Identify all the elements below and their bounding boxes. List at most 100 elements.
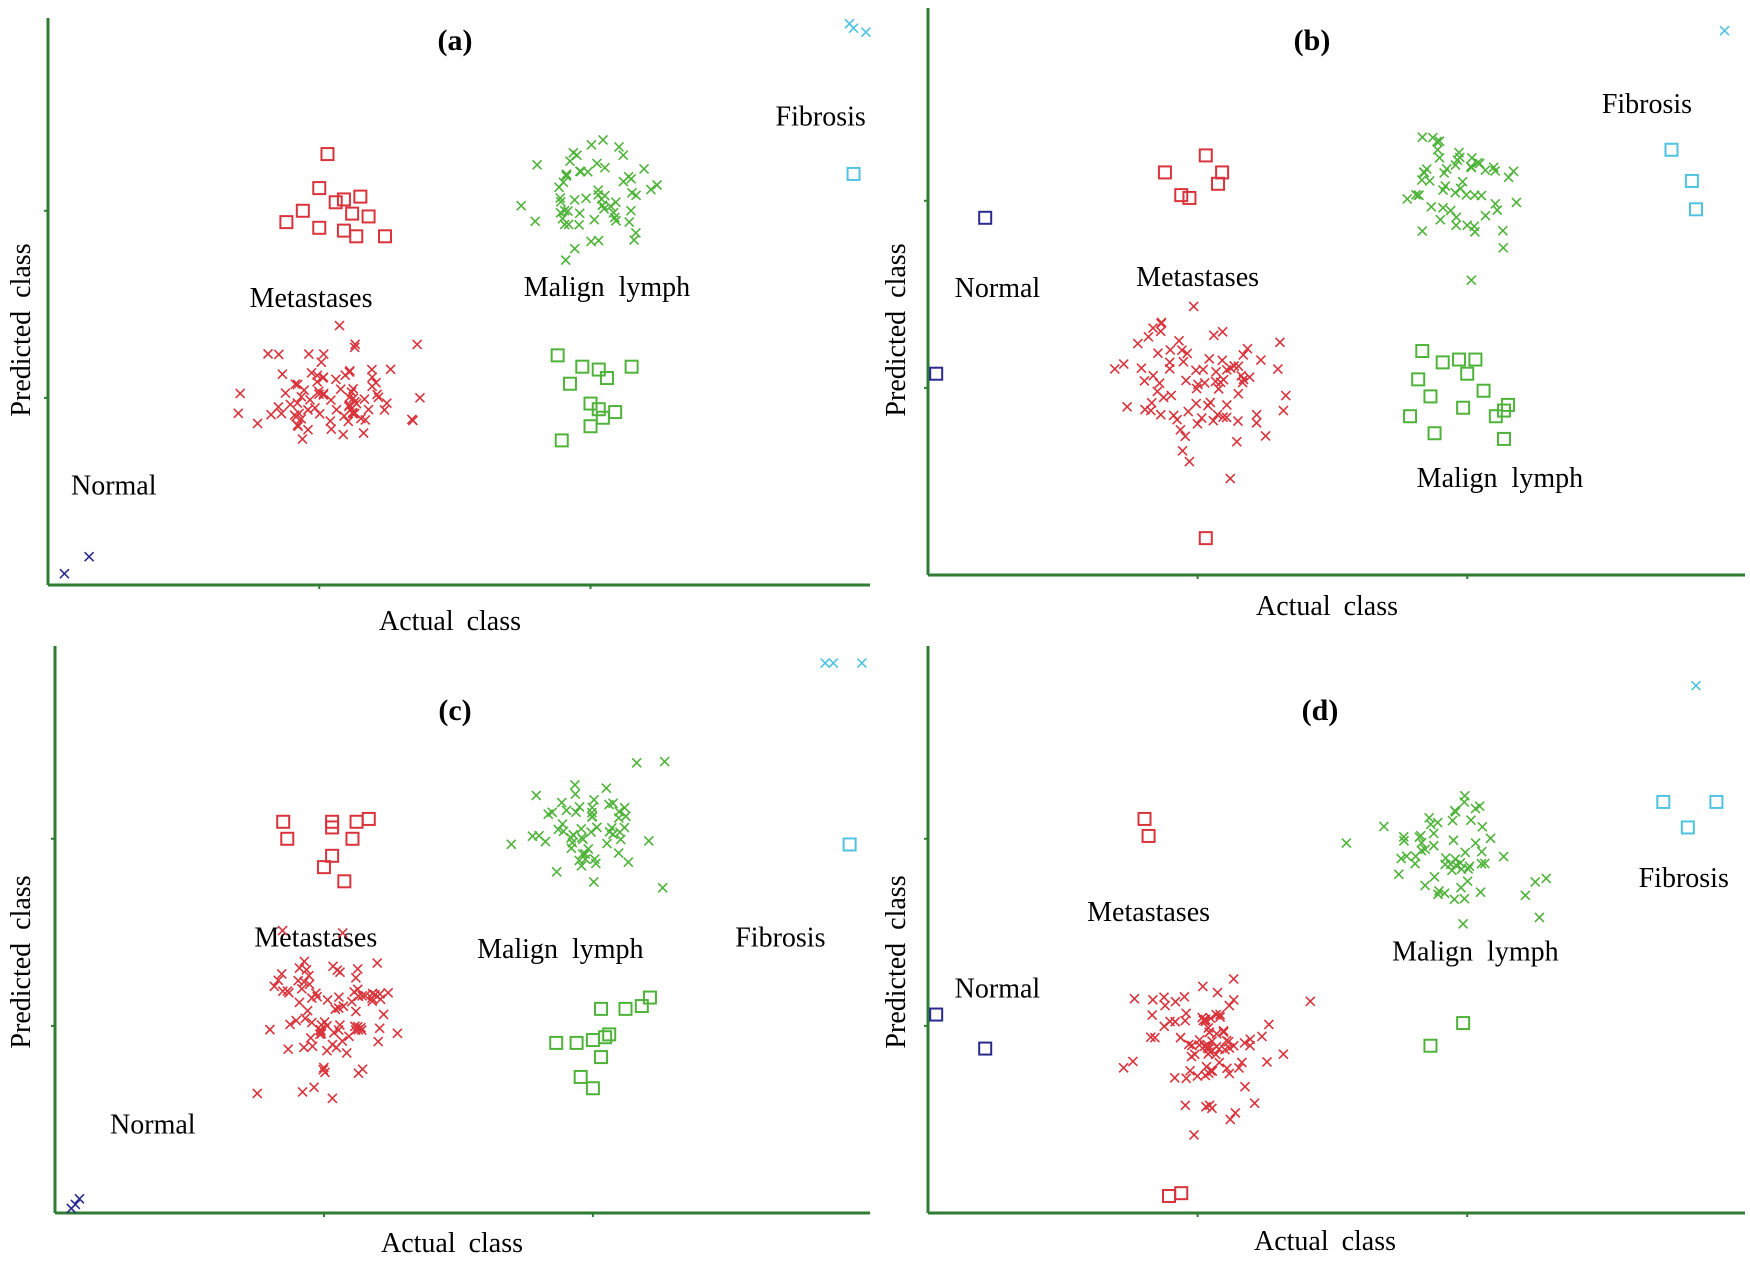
class-label: Normal bbox=[71, 470, 157, 501]
data-point-cross bbox=[531, 790, 542, 801]
data-point-cross bbox=[1417, 132, 1428, 143]
data-point-cross bbox=[860, 27, 871, 38]
data-point-cross bbox=[1159, 1021, 1170, 1032]
data-point-square bbox=[1468, 352, 1483, 367]
data-point-cross bbox=[353, 991, 364, 1002]
data-point-cross bbox=[1217, 355, 1228, 366]
data-point-square bbox=[634, 999, 649, 1014]
data-point-cross bbox=[1191, 383, 1202, 394]
x-axis-label: Actual class bbox=[1254, 1226, 1396, 1257]
data-point-cross bbox=[1158, 992, 1170, 1003]
data-point-cross bbox=[308, 1082, 320, 1093]
data-point-square bbox=[1403, 409, 1418, 424]
data-point-square bbox=[599, 371, 614, 386]
data-point-cross bbox=[306, 367, 317, 378]
data-point-cross bbox=[1188, 1129, 1200, 1141]
data-point-cross bbox=[334, 320, 345, 331]
data-point-cross bbox=[314, 1029, 325, 1040]
data-point-cross bbox=[1435, 214, 1446, 225]
scatter-plot-d: (d) Actual class Predicted class Normal Meta… bbox=[881, 646, 1745, 1257]
data-point-cross bbox=[1228, 973, 1239, 984]
data-point-square bbox=[1460, 366, 1475, 381]
data-point-cross bbox=[1245, 1034, 1256, 1045]
data-point-cross bbox=[1429, 871, 1440, 882]
data-point-cross bbox=[1239, 1037, 1250, 1048]
data-point-cross bbox=[296, 391, 307, 402]
data-point-cross bbox=[1232, 416, 1243, 427]
data-point-cross bbox=[333, 992, 344, 1003]
data-point-cross bbox=[1228, 994, 1239, 1006]
data-point-cross bbox=[1401, 851, 1412, 862]
data-point-cross bbox=[74, 1193, 85, 1204]
data-point-cross bbox=[1398, 835, 1410, 846]
data-point-cross bbox=[1143, 331, 1154, 342]
data-point-cross bbox=[1477, 821, 1488, 832]
data-point-square bbox=[1423, 389, 1438, 404]
data-point-cross bbox=[561, 170, 572, 181]
data-point-cross bbox=[645, 184, 656, 195]
data-point-cross bbox=[1464, 861, 1475, 872]
data-point-cross bbox=[318, 349, 329, 360]
data-point-cross bbox=[1190, 365, 1201, 376]
data-point-square bbox=[1680, 820, 1695, 835]
data-point-cross bbox=[651, 179, 663, 191]
data-point-cross bbox=[1233, 1062, 1245, 1074]
data-point-cross bbox=[367, 381, 378, 392]
data-point-cross bbox=[1462, 876, 1473, 887]
data-point-cross bbox=[610, 197, 621, 208]
data-point-square bbox=[575, 359, 590, 374]
data-point-cross bbox=[576, 823, 587, 834]
data-point-cross bbox=[414, 392, 425, 403]
data-point-cross bbox=[1212, 987, 1223, 998]
data-point-square bbox=[1684, 173, 1699, 188]
data-point-square bbox=[312, 181, 327, 196]
data-point-cross bbox=[381, 398, 392, 409]
data-point-cross bbox=[1177, 445, 1188, 456]
data-point-cross bbox=[285, 1019, 296, 1030]
data-point-cross bbox=[305, 1032, 316, 1043]
class-label: Normal bbox=[110, 1110, 196, 1141]
data-point-cross bbox=[618, 150, 629, 161]
data-point-cross bbox=[1129, 993, 1140, 1004]
data-point-cross bbox=[848, 23, 859, 34]
data-point-cross bbox=[1170, 996, 1181, 1007]
data-point-cross bbox=[292, 419, 303, 431]
data-point-cross bbox=[561, 169, 572, 180]
data-point-cross bbox=[1208, 330, 1219, 341]
data-point-cross bbox=[581, 193, 592, 204]
data-point-square bbox=[1709, 794, 1724, 809]
data-point-cross bbox=[1238, 349, 1249, 361]
data-point-cross bbox=[556, 797, 567, 808]
data-point-cross bbox=[574, 219, 585, 230]
data-point-cross bbox=[570, 789, 581, 800]
data-point-cross bbox=[1458, 918, 1469, 929]
class-label: Malign lymph bbox=[524, 272, 690, 303]
data-point-cross bbox=[343, 1031, 355, 1042]
data-point-cross bbox=[618, 176, 629, 187]
data-point-cross bbox=[333, 1002, 344, 1014]
data-point-cross bbox=[557, 213, 568, 224]
data-point-square bbox=[1174, 188, 1189, 203]
data-point-cross bbox=[350, 339, 361, 350]
data-point-square bbox=[1423, 1038, 1438, 1053]
data-point-cross bbox=[1455, 183, 1466, 194]
data-point-cross bbox=[265, 409, 277, 420]
data-point-cross bbox=[346, 387, 357, 398]
data-point-cross bbox=[1434, 136, 1445, 147]
data-point-cross bbox=[353, 1068, 364, 1079]
data-point-square bbox=[978, 1041, 993, 1056]
data-point-cross bbox=[586, 807, 597, 818]
data-point-cross bbox=[1242, 343, 1253, 354]
data-point-cross bbox=[576, 832, 587, 843]
data-point-cross bbox=[1719, 25, 1730, 36]
data-point-square bbox=[378, 229, 393, 244]
data-point-cross bbox=[338, 429, 349, 440]
data-point-square bbox=[594, 1001, 609, 1016]
data-point-cross bbox=[1393, 869, 1404, 880]
data-point-cross bbox=[325, 394, 336, 406]
data-point-cross bbox=[643, 835, 654, 846]
data-point-cross bbox=[1417, 225, 1428, 237]
data-point-cross bbox=[1490, 198, 1501, 209]
y-axis-label: Predicted class bbox=[881, 243, 912, 416]
data-point-cross bbox=[1160, 1000, 1171, 1011]
